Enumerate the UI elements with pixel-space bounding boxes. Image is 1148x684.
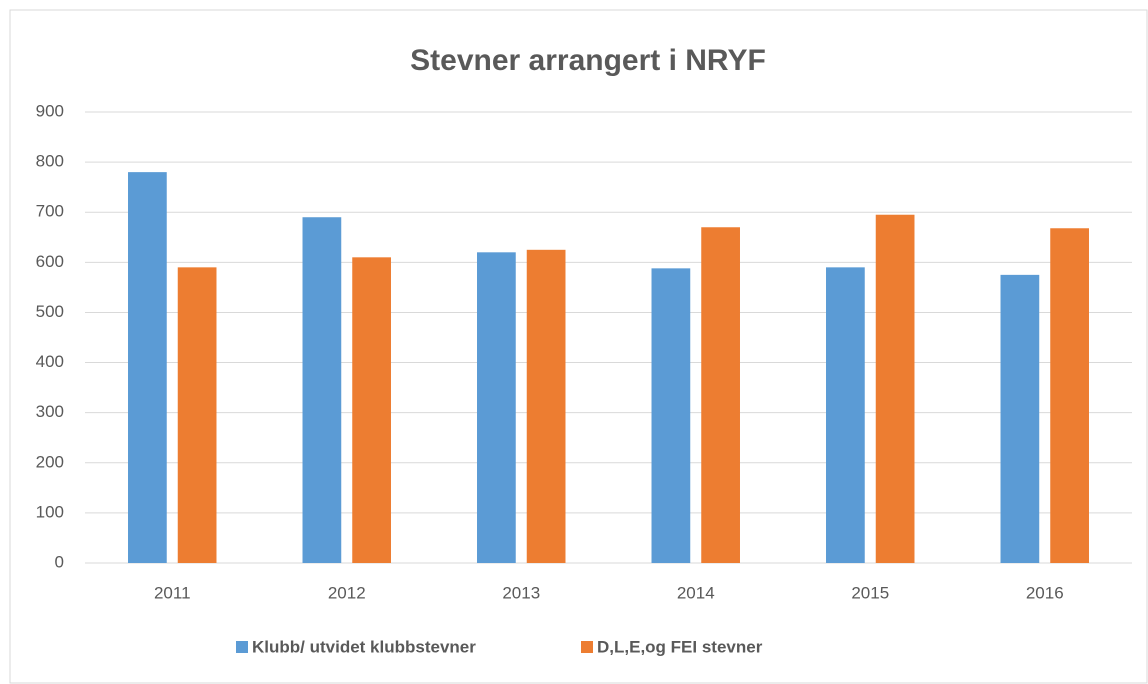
bar: [701, 227, 740, 563]
y-tick-label: 200: [36, 452, 64, 471]
y-tick-label: 900: [36, 101, 64, 120]
bar: [352, 257, 391, 563]
x-tick-label: 2013: [502, 583, 540, 602]
x-tick-label: 2015: [851, 583, 889, 602]
y-tick-label: 300: [36, 402, 64, 421]
chart-title: Stevner arrangert i NRYF: [410, 44, 766, 77]
y-tick-label: 500: [36, 302, 64, 321]
bar: [826, 267, 865, 563]
y-tick-label: 800: [36, 152, 64, 171]
legend-label: Klubb/ utvidet klubbstevner: [252, 637, 476, 656]
bar: [1050, 228, 1089, 563]
legend-label: D,L,E,og FEI stevner: [597, 637, 763, 656]
legend-swatch: [581, 641, 593, 653]
y-tick-label: 700: [36, 202, 64, 221]
bar: [1000, 274, 1040, 563]
x-tick-label: 2014: [677, 583, 715, 602]
y-tick-label: 400: [36, 352, 64, 371]
bar: [128, 172, 167, 563]
x-tick-label: 2016: [1026, 583, 1064, 602]
x-tick-label: 2012: [328, 583, 366, 602]
x-tick-label: 2011: [154, 583, 191, 602]
bar: [651, 268, 691, 563]
y-tick-label: 600: [36, 252, 64, 271]
bar: [875, 214, 915, 563]
y-tick-label: 100: [36, 502, 64, 521]
bar: [477, 252, 516, 564]
bar: [302, 217, 342, 563]
bar: [177, 267, 217, 563]
legend-swatch: [236, 641, 248, 653]
bar: [526, 249, 566, 564]
y-tick-label: 0: [55, 552, 64, 571]
